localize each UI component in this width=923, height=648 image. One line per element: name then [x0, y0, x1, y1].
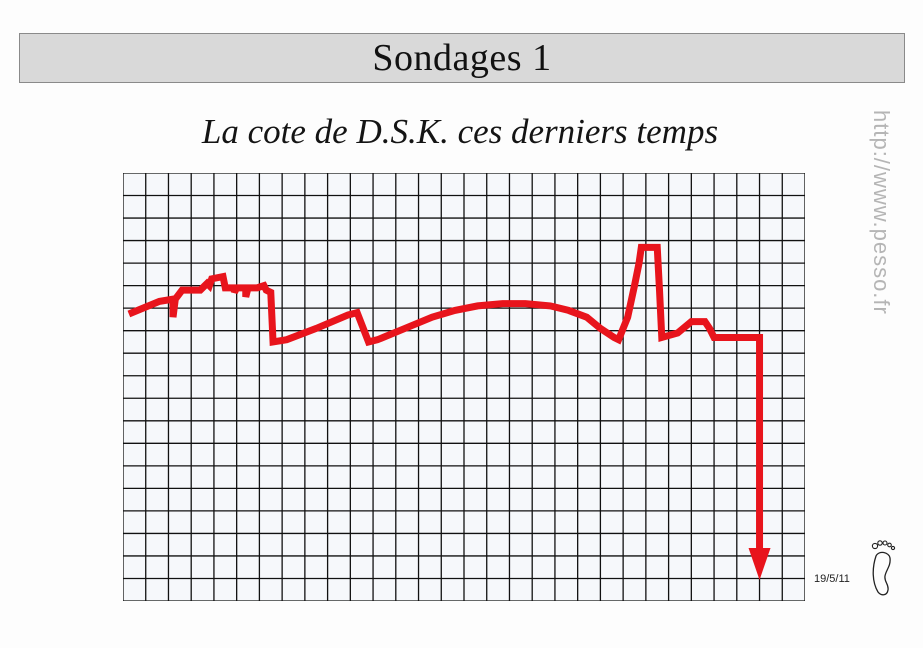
title-banner: Sondages 1	[19, 33, 905, 83]
footprint-icon	[871, 540, 896, 596]
line-chart	[122, 172, 806, 602]
arrowhead	[748, 547, 771, 580]
website-url: http://www.pesso.fr	[869, 110, 894, 315]
signature-date: 19/5/11	[814, 573, 850, 585]
grid-lines	[122, 172, 806, 602]
chart-area	[122, 172, 806, 602]
series-layer	[127, 243, 771, 580]
chart-subtitle: La cote de D.S.K. ces derniers temps	[201, 112, 719, 151]
page-title: Sondages 1	[372, 37, 552, 79]
series-line	[127, 243, 764, 556]
